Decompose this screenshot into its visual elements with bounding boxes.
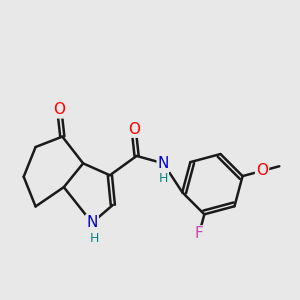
Text: N: N [158,156,169,171]
Text: N: N [86,215,98,230]
Text: O: O [128,122,140,137]
Text: O: O [256,164,268,178]
Text: O: O [53,102,65,117]
Text: H: H [159,172,168,185]
Text: F: F [195,226,203,241]
Text: H: H [90,232,99,245]
